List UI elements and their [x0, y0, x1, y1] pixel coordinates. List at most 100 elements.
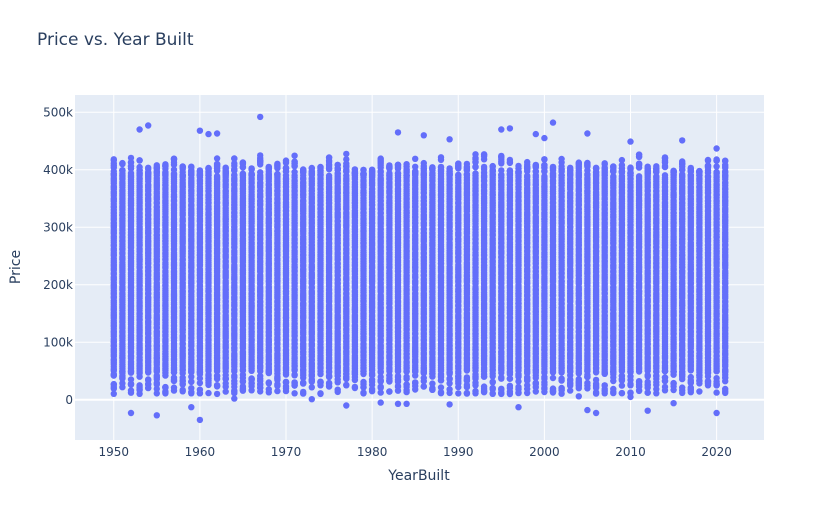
data-point: [386, 372, 393, 379]
data-points: [110, 113, 729, 424]
data-point: [377, 164, 384, 171]
data-point: [386, 378, 393, 385]
data-point: [472, 151, 479, 158]
data-point: [248, 375, 255, 383]
data-point: [110, 156, 118, 163]
data-point: [317, 165, 324, 172]
data-point: [291, 168, 298, 176]
data-point: [455, 171, 462, 178]
data-point: [127, 170, 135, 177]
data-point: [437, 154, 445, 161]
data-point: [257, 158, 264, 165]
data-point: [343, 168, 350, 175]
data-point: [291, 380, 298, 387]
data-point: [265, 165, 272, 172]
data-point: [463, 381, 471, 389]
data-point: [188, 388, 195, 396]
data-point: [429, 172, 436, 179]
data-point: [239, 163, 247, 171]
data-point: [368, 376, 376, 383]
data-point: [308, 377, 315, 384]
data-point: [231, 380, 238, 387]
data-point: [334, 388, 341, 396]
data-point: [248, 172, 255, 179]
data-point: [463, 164, 471, 171]
data-point: [403, 172, 410, 179]
data-point: [308, 164, 315, 172]
data-point: [446, 171, 453, 178]
data-point: [472, 164, 479, 171]
data-point: [274, 376, 281, 384]
data-point: [472, 390, 479, 397]
data-point: [205, 377, 212, 384]
data-point: [127, 376, 135, 383]
data-point: [360, 389, 367, 396]
data-point: [282, 379, 290, 386]
data-point: [119, 170, 126, 177]
data-point: [162, 162, 169, 169]
data-point: [265, 369, 272, 376]
data-point: [455, 165, 462, 172]
data-point: [300, 167, 307, 174]
data-point: [145, 169, 152, 177]
data-point: [394, 170, 402, 177]
data-point: [239, 170, 247, 177]
data-point: [257, 152, 264, 159]
plot-background: [75, 95, 764, 440]
data-point: [257, 381, 264, 389]
data-point: [300, 371, 307, 379]
data-point: [248, 387, 255, 394]
data-point: [127, 380, 135, 388]
data-point: [472, 382, 479, 389]
data-point: [127, 154, 135, 162]
data-point: [145, 369, 152, 376]
data-point: [170, 374, 178, 381]
data-point: [412, 382, 419, 390]
data-point: [455, 390, 462, 397]
data-point: [213, 390, 221, 398]
data-point: [446, 369, 453, 376]
data-point: [136, 157, 143, 164]
data-point: [136, 382, 143, 389]
data-point: [170, 159, 178, 166]
data-point: [179, 172, 186, 179]
data-point: [351, 376, 359, 384]
data-point: [463, 375, 471, 383]
data-point: [377, 369, 384, 376]
data-point: [136, 390, 143, 397]
data-point: [472, 371, 479, 378]
data-point: [463, 389, 471, 397]
data-point: [334, 166, 341, 174]
data-point: [170, 387, 178, 394]
data-point: [394, 372, 402, 380]
data-point: [291, 158, 298, 165]
data-point: [420, 171, 427, 179]
data-point: [205, 170, 212, 177]
data-point: [257, 169, 264, 176]
data-point: [239, 374, 247, 382]
data-point: [325, 162, 333, 170]
data-point: [282, 385, 290, 392]
data-point: [455, 380, 462, 387]
data-point: [351, 371, 359, 378]
data-point: [437, 388, 445, 396]
data-point: [153, 381, 160, 388]
data-point: [282, 165, 290, 172]
data-point: [127, 159, 135, 166]
data-point: [403, 386, 410, 394]
data-point: [282, 369, 290, 377]
data-point: [231, 389, 238, 397]
data-point: [205, 371, 212, 378]
data-point: [257, 388, 264, 395]
data-point: [386, 388, 393, 395]
data-point: [188, 378, 195, 385]
data-point: [446, 376, 453, 383]
data-point: [153, 372, 160, 379]
data-point: [300, 388, 307, 396]
data-point: [412, 170, 419, 177]
data-point: [360, 166, 367, 174]
data-point: [213, 155, 221, 162]
data-point: [343, 382, 350, 389]
data-point: [282, 157, 290, 164]
data-point: [360, 367, 367, 375]
